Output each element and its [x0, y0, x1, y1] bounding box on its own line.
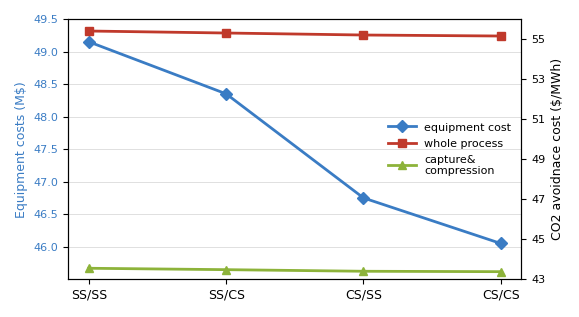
equipment cost [85, 40, 92, 44]
Line: equipment cost: equipment cost [85, 38, 505, 248]
Legend: equipment cost, whole process, capture&
compression: equipment cost, whole process, capture& … [383, 118, 516, 181]
whole process [497, 34, 504, 38]
capture&
compression [223, 268, 230, 272]
capture&
compression [85, 266, 92, 270]
equipment cost [360, 196, 367, 200]
whole process [223, 31, 230, 35]
whole process [360, 33, 367, 37]
capture&
compression [497, 270, 504, 274]
Line: whole process: whole process [85, 27, 505, 40]
equipment cost [223, 92, 230, 96]
Y-axis label: CO2 avoidnace cost ($/MWh): CO2 avoidnace cost ($/MWh) [551, 58, 564, 240]
equipment cost [497, 242, 504, 245]
whole process [85, 29, 92, 33]
capture&
compression [360, 269, 367, 273]
Line: capture&
compression: capture& compression [85, 264, 505, 276]
Y-axis label: Equipment costs (M$): Equipment costs (M$) [15, 81, 28, 217]
